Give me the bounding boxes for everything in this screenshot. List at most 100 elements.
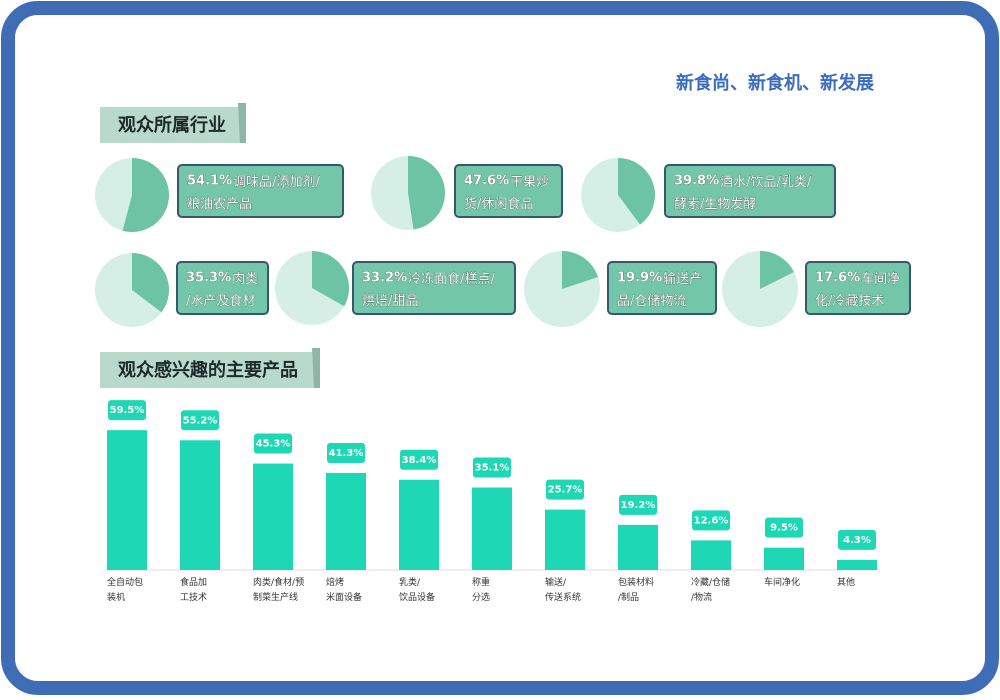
value-label-box [181,410,219,431]
value-label: 4.3% [843,535,871,546]
bar [399,479,439,570]
label-box [664,164,836,218]
value-label-box [546,479,584,500]
section-title: 观众感兴趣的主要产品 [118,359,298,381]
text-line: 输送产 [663,271,702,287]
text-line: 粮油农产品 [187,197,252,212]
label-box [352,261,516,315]
bar [691,540,731,570]
category-label: 称重分选 [472,576,490,603]
label-box [805,261,911,315]
text-line: 肉类 [232,272,258,287]
category-label: 其他 [837,576,855,588]
text-line: 化/冷藏技术 [815,294,884,309]
value-label-box [838,529,876,550]
label-box [176,261,269,315]
pie-slice [312,251,350,307]
bar [837,559,877,570]
text-line: 冷藏/仓储 [691,576,730,588]
value-label-box [765,517,803,538]
text-line: 称重 [472,576,490,588]
label-box [177,164,344,218]
bar [326,472,366,570]
pie-slice [122,158,169,232]
text-line: 焙烤 [326,576,344,588]
bar [253,463,293,570]
value-label: 54.1% [187,174,232,189]
category-label: 干果炒货/休闲食品 [464,175,549,212]
text-line: 干果炒 [510,175,549,190]
value-label: 59.5% [110,405,145,416]
value-label: 12.6% [694,515,729,526]
banner [100,352,318,388]
text-line: 酵素/生物发酵 [674,196,756,212]
value-label: 25.7% [548,485,583,496]
banner-curl [238,103,246,143]
text-line: 饮品设备 [399,591,435,603]
value-label: 17.6% [815,271,860,286]
bar [764,547,804,570]
value-label-box [400,449,438,470]
text-line: 乳类/ [399,576,421,588]
text-line: 货/休闲食品 [464,196,533,212]
text-line: 其他 [837,576,855,588]
value-label: 38.4% [402,455,437,466]
value-label-box [327,442,365,463]
banner [100,107,244,143]
category-label: 冷冻面食/糕点/烘焙/甜品 [362,271,495,309]
bar [545,509,585,570]
text-line: 输送/ [545,576,567,588]
text-line: /物流 [691,591,712,603]
text-line: 肉类/食材/预 [253,576,304,588]
text-line: 酒水/饮品/乳类/ [720,175,812,190]
label-box [607,261,717,315]
value-label: 39.8% [674,174,719,189]
pie-slice [618,158,656,225]
text-line: 车间净化 [764,576,800,588]
category-label: 车间净化 [764,576,800,588]
category-label: 冷藏/仓储/物流 [691,576,730,603]
category-label: 全自动包装机 [107,576,143,603]
bar [618,524,658,570]
text-line: 分选 [472,591,490,603]
text-line: 调味品/添加剂/ [233,175,320,190]
value-label: 41.3% [329,448,364,459]
category-label: 肉类/水产及食材 [186,272,258,309]
category-label: 焙烤米面设备 [326,576,362,603]
text-line: 包装材料 [618,576,654,588]
text-line: 传送系统 [545,591,581,603]
pie-slice [408,156,446,230]
text-line: 装机 [107,591,125,603]
value-label: 35.1% [475,463,510,474]
category-label: 调味品/添加剂/粮油农产品 [187,175,320,212]
pie-slice [132,253,169,313]
text-line: 烘焙/甜品 [362,293,418,309]
bar [107,430,147,570]
section-title: 观众所属行业 [118,114,226,136]
category-label: 乳类/饮品设备 [399,576,435,603]
category-label: 车间净化/冷藏技术 [815,271,900,309]
bar [472,487,512,570]
value-label: 35.3% [186,271,231,286]
value-label: 9.5% [770,523,798,534]
text-line: 冷冻面食/糕点/ [408,271,495,287]
category-label: 食品加工技术 [180,576,207,603]
pie-slice [760,251,794,289]
bar [180,440,220,570]
category-label: 酒水/饮品/乳类/酵素/生物发酵 [674,175,812,212]
text-line: 品/仓储物流 [617,294,686,309]
category-label: 输送产品/仓储物流 [617,271,702,309]
text-line: 车间净 [861,271,900,287]
value-label: 33.2% [362,271,407,286]
text-line: 食品加 [180,576,207,588]
banner-curl [312,348,320,388]
category-label: 输送/传送系统 [545,576,581,603]
value-label: 45.3% [256,439,291,450]
text-line: 全自动包 [107,576,143,588]
text-line: /水产及食材 [186,293,255,309]
value-label: 19.2% [621,500,656,511]
pie-slice [562,251,599,289]
value-label-box [254,433,292,454]
text-line: 制菜生产线 [253,591,298,603]
value-label-box [473,457,511,478]
